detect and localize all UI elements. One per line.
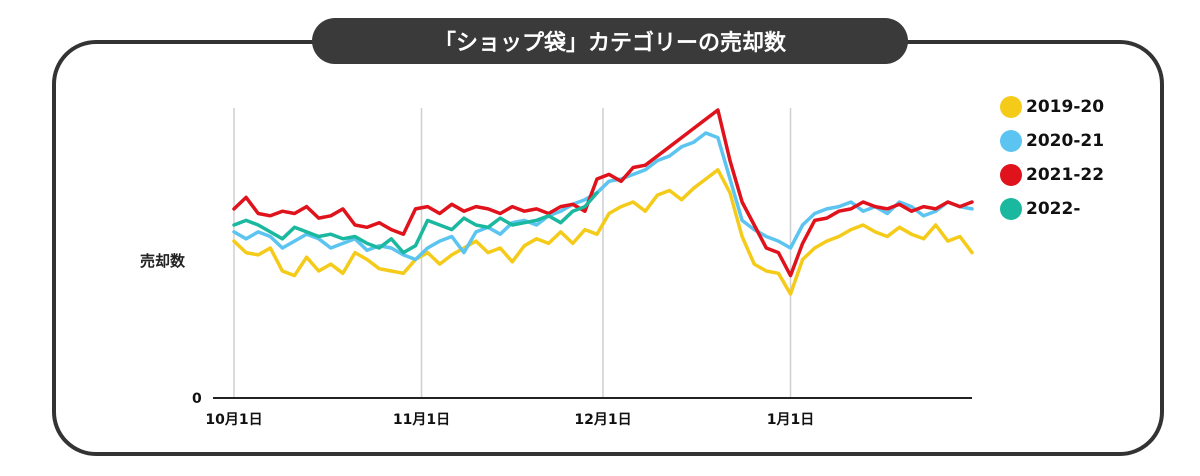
legend-label: 2022- (1026, 199, 1081, 219)
x-tick-labels: 10月1日 11月1日 12月1日 1月1日 (205, 412, 814, 428)
legend-color-dot (1000, 96, 1022, 118)
series-line-2020-21 (232, 131, 974, 262)
x-tick-label: 11月1日 (393, 412, 450, 428)
legend-color-dot (1000, 198, 1022, 220)
grid-lines (233, 108, 792, 398)
x-tick-label: 12月1日 (574, 412, 631, 428)
x-tick-label: 1月1日 (767, 412, 814, 428)
chart-frame (52, 40, 1164, 456)
legend-color-dot (1000, 130, 1022, 152)
x-tick-label: 10月1日 (205, 412, 262, 428)
legend-item: 2019-20 (1000, 90, 1104, 124)
chart-title: 「ショップ袋」カテゴリーの売却数 (312, 18, 908, 64)
legend-color-dot (1000, 164, 1022, 186)
y-axis-label: 売却数 (140, 252, 186, 270)
series-line-2019-20 (232, 168, 974, 296)
legend-item: 2020-21 (1000, 124, 1104, 158)
y-tick-zero: 0 (192, 391, 202, 407)
series-lines (232, 108, 974, 296)
legend-item: 2021-22 (1000, 158, 1104, 192)
legend-label: 2021-22 (1026, 165, 1105, 185)
legend-item: 2022- (1000, 192, 1104, 226)
legend-label: 2019-20 (1026, 97, 1105, 117)
legend: 2019-20 2020-21 2021-22 2022- (1000, 90, 1104, 226)
series-line-2022- (232, 191, 599, 255)
legend-label: 2020-21 (1026, 131, 1105, 151)
series-line-2021-22 (232, 108, 974, 278)
